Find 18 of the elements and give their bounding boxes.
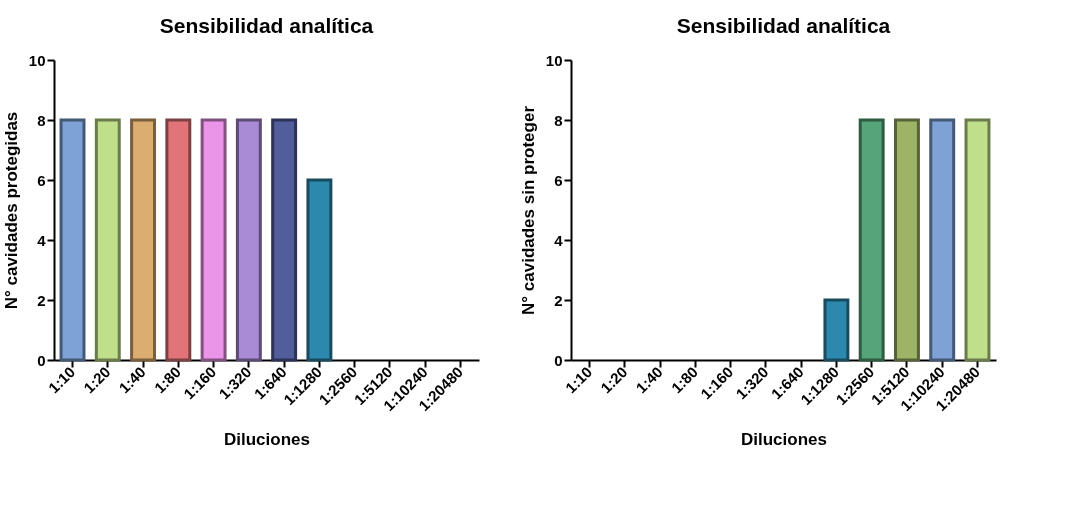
y-tick-label: 10: [28, 51, 46, 69]
y-axis-title: N° cavidades protegidas: [1, 111, 21, 310]
y-tick-label: 0: [37, 351, 46, 369]
y-tick-label: 4: [554, 231, 564, 249]
y-tick-label: 2: [37, 291, 46, 309]
y-axis-title: N° cavidades sin proteger: [518, 105, 538, 315]
y-tick-label: 0: [554, 351, 563, 369]
y-tick-label: 6: [37, 171, 46, 189]
chart-title: Sensibilidad analítica: [676, 14, 891, 37]
y-tick-label: 6: [554, 171, 563, 189]
x-axis-title: Diluciones: [741, 430, 827, 450]
y-tick-label: 2: [554, 291, 563, 309]
x-axis-title: Diluciones: [224, 430, 310, 450]
chart-title: Sensibilidad analítica: [159, 14, 374, 37]
y-tick-label: 10: [545, 51, 563, 69]
y-tick-label: 8: [554, 111, 563, 129]
y-tick-label: 4: [37, 231, 47, 249]
y-tick-label: 8: [37, 111, 46, 129]
